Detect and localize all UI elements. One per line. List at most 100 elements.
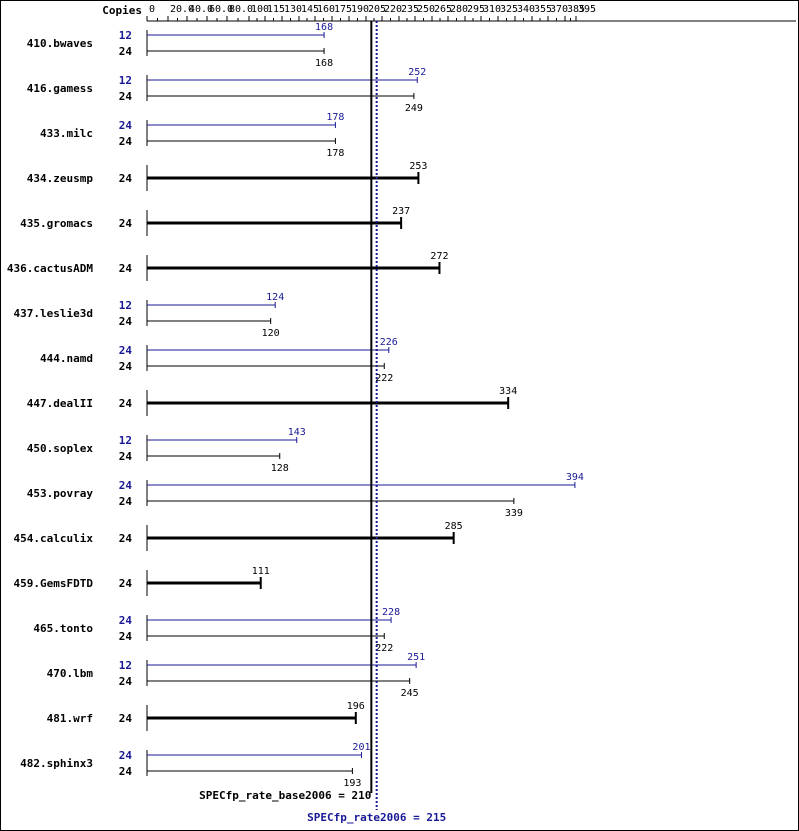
- x-tick-label: 395: [578, 4, 596, 15]
- x-tick-label: 370: [550, 4, 568, 15]
- base-copies: 24: [119, 397, 133, 410]
- x-tick-label: 60.0: [209, 4, 233, 15]
- peak-value-label: 394: [566, 472, 584, 483]
- base-value-label: 249: [405, 103, 423, 114]
- peak-copies: 12: [119, 74, 132, 87]
- benchmark-rows: 410.bwaves 12 168 24 168 416.gamess 12 252 24 249…: [7, 22, 584, 789]
- x-tick-label: 20.0: [170, 4, 194, 15]
- x-tick-label: 80.0: [229, 4, 253, 15]
- reference-lines: SPECfp_rate_base2006 = 210 SPECfp_rate200…: [199, 21, 446, 824]
- peak-copies: 24: [119, 614, 133, 627]
- base-reference-label: SPECfp_rate_base2006 = 210: [199, 789, 371, 802]
- benchmark-row: 447.dealII 24 334: [27, 386, 517, 416]
- peak-value-label: 201: [352, 742, 370, 753]
- benchmark-row: 433.milc 24 178 24 178: [40, 112, 344, 159]
- x-tick-label: 130: [284, 4, 302, 15]
- base-value-label: 196: [347, 701, 365, 712]
- base-copies: 24: [119, 217, 133, 230]
- peak-value-label: 252: [408, 67, 426, 78]
- benchmark-row: 453.povray 24 394 24 339: [27, 472, 584, 519]
- peak-copies: 24: [119, 344, 133, 357]
- peak-value-label: 226: [380, 337, 398, 348]
- peak-copies: 12: [119, 434, 132, 447]
- base-value-label: 285: [445, 521, 463, 532]
- benchmark-row: 437.leslie3d 12 124 24 120: [14, 292, 285, 339]
- benchmark-name: 444.namd: [40, 352, 93, 365]
- x-tick-label: 295: [467, 4, 485, 15]
- benchmark-name: 437.leslie3d: [14, 307, 93, 320]
- base-value-label: 245: [401, 688, 419, 699]
- benchmark-name: 450.soplex: [27, 442, 94, 455]
- base-copies: 24: [119, 262, 133, 275]
- x-tick-label: 325: [500, 4, 518, 15]
- x-tick-label: 220: [384, 4, 402, 15]
- x-tick-label: 115: [267, 4, 285, 15]
- peak-copies: 12: [119, 29, 132, 42]
- peak-reference-label: SPECfp_rate2006 = 215: [307, 811, 446, 824]
- benchmark-name: 481.wrf: [47, 712, 93, 725]
- benchmark-row: 444.namd 24 226 24 222: [40, 337, 398, 384]
- x-tick-label: 100: [251, 4, 269, 15]
- base-value-label: 334: [499, 386, 517, 397]
- peak-copies: 12: [119, 659, 132, 672]
- benchmark-name: 435.gromacs: [20, 217, 93, 230]
- x-tick-label: 40.0: [189, 4, 213, 15]
- benchmark-row: 454.calculix 24 285: [14, 521, 463, 551]
- benchmark-name: 436.cactusADM: [7, 262, 93, 275]
- x-tick-label: 145: [301, 4, 319, 15]
- x-tick-label: 0: [149, 4, 155, 15]
- x-tick-label: 280: [450, 4, 468, 15]
- peak-value-label: 168: [315, 22, 333, 33]
- peak-copies: 24: [119, 749, 133, 762]
- x-axis: 0 20.040.060.080.010011513014516017519020…: [146, 4, 796, 22]
- benchmark-name: 433.milc: [40, 127, 93, 140]
- base-value-label: 272: [430, 251, 448, 262]
- benchmark-name: 465.tonto: [33, 622, 93, 635]
- base-copies: 24: [119, 577, 133, 590]
- base-value-label: 237: [392, 206, 410, 217]
- base-copies: 24: [119, 450, 133, 463]
- peak-copies: 12: [119, 299, 132, 312]
- peak-value-label: 143: [288, 427, 306, 438]
- base-value-label: 178: [326, 148, 344, 159]
- base-value-label: 128: [271, 463, 289, 474]
- benchmark-name: 434.zeusmp: [27, 172, 94, 185]
- base-copies: 24: [119, 90, 133, 103]
- base-value-label: 253: [409, 161, 427, 172]
- peak-copies: 24: [119, 479, 133, 492]
- base-copies: 24: [119, 675, 133, 688]
- base-value-label: 168: [315, 58, 333, 69]
- base-copies: 24: [119, 360, 133, 373]
- x-tick-label: 190: [351, 4, 369, 15]
- benchmark-name: 459.GemsFDTD: [14, 577, 94, 590]
- base-copies: 24: [119, 712, 133, 725]
- x-tick-label: 265: [434, 4, 452, 15]
- benchmark-name: 410.bwaves: [27, 37, 93, 50]
- x-tick-label: 205: [368, 4, 386, 15]
- x-tick-label: 385: [567, 4, 585, 15]
- x-tick-label: 355: [534, 4, 552, 15]
- peak-value-label: 251: [407, 652, 425, 663]
- base-value-label: 120: [262, 328, 280, 339]
- x-tick-label: 175: [334, 4, 352, 15]
- base-copies: 24: [119, 532, 133, 545]
- base-value-label: 111: [252, 566, 270, 577]
- benchmark-row: 410.bwaves 12 168 24 168: [27, 22, 333, 69]
- x-tick-label: 235: [401, 4, 419, 15]
- benchmark-row: 481.wrf 24 196: [47, 701, 365, 731]
- base-copies: 24: [119, 172, 133, 185]
- benchmark-row: 465.tonto 24 228 24 222: [33, 607, 400, 654]
- benchmark-name: 470.lbm: [47, 667, 94, 680]
- base-value-label: 222: [375, 373, 393, 384]
- benchmark-name: 482.sphinx3: [20, 757, 93, 770]
- base-value-label: 339: [505, 508, 523, 519]
- base-copies: 24: [119, 765, 133, 778]
- benchmark-row: 434.zeusmp 24 253: [27, 161, 427, 191]
- base-copies: 24: [119, 135, 133, 148]
- benchmark-name: 416.gamess: [27, 82, 93, 95]
- benchmark-row: 459.GemsFDTD 24 111: [14, 566, 270, 596]
- benchmark-name: 454.calculix: [14, 532, 94, 545]
- x-tick-label: 250: [417, 4, 435, 15]
